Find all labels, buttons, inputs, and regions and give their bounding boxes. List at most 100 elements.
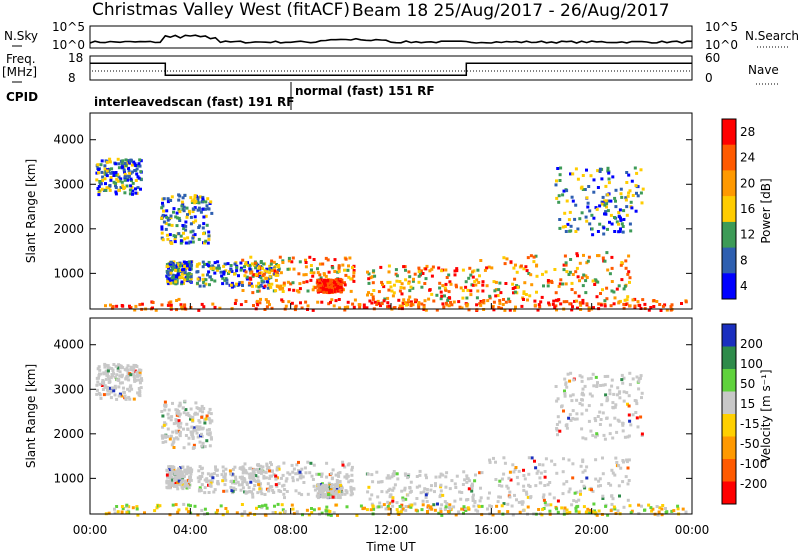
power-echo-cell: [166, 237, 170, 241]
power-echo-cell: [281, 286, 285, 290]
velocity-echo-cell: [264, 476, 268, 480]
velocity-echo-cell: [224, 472, 227, 476]
velocity-echo-cell: [569, 394, 573, 398]
velocity-echo-cell: [460, 507, 464, 511]
velocity-echo-cell: [324, 483, 328, 487]
power-echo-cell: [235, 266, 239, 270]
power-echo-cell: [425, 264, 429, 268]
power-echo-cell: [494, 294, 498, 298]
power-echo-cell: [641, 187, 645, 191]
velocity-echo-cell: [320, 474, 324, 478]
power-echo-cell: [234, 282, 238, 286]
power-echo-cell: [386, 296, 390, 300]
power-echo-cell: [417, 303, 420, 307]
power-echo-cell: [367, 281, 371, 285]
velocity-echo-cell: [266, 482, 270, 486]
velocity-echo-cell: [470, 484, 474, 488]
power-echo-cell: [621, 230, 625, 234]
velocity-echo-cell: [168, 469, 172, 473]
power-echo-cell: [514, 305, 517, 309]
velocity-echo-cell: [172, 422, 176, 426]
velocity-echo-cell: [546, 483, 550, 487]
velocity-echo-cell: [479, 486, 482, 490]
velocity-echo-cell: [161, 414, 165, 418]
power-echo-cell: [161, 201, 164, 205]
velocity-echo-cell: [104, 377, 108, 381]
velocity-echo-cell: [581, 458, 585, 462]
power-echo-cell: [259, 297, 262, 301]
velocity-echo-cell: [658, 506, 662, 510]
velocity-echo-cell: [232, 486, 236, 490]
velocity-echo-cell: [331, 490, 335, 493]
velocity-echo-cell: [243, 470, 246, 474]
power-echo-cell: [574, 203, 578, 207]
velocity-echo-cell: [587, 404, 591, 408]
power-echo-cell: [595, 295, 599, 299]
velocity-echo-cell: [494, 478, 498, 481]
velocity-echo-cell: [126, 364, 130, 368]
power-echo-cell: [246, 264, 250, 267]
velocity-echo-cell: [429, 488, 433, 492]
velocity-echo-cell: [517, 469, 521, 473]
velocity-echo-cell: [183, 484, 187, 488]
power-echo-cell: [619, 187, 623, 191]
power-echo-cell: [402, 301, 406, 305]
velocity-echo-cell: [621, 480, 625, 484]
velocity-echo-cell: [172, 482, 176, 486]
power-echo-cell: [333, 270, 337, 273]
velocity-echo-cell: [581, 398, 584, 402]
power-echo-cell: [402, 298, 406, 302]
power-echo-cell: [586, 201, 590, 205]
velocity-echo-cell: [486, 507, 489, 511]
velocity-echo-cell: [573, 417, 577, 421]
power-echo-cell: [375, 303, 379, 306]
velocity-echo-cell: [256, 469, 260, 473]
power-echo-cell: [624, 266, 628, 270]
power-echo-cell: [611, 175, 615, 179]
velocity-echo-cell: [594, 435, 598, 439]
power-colorbar-frame: [721, 118, 737, 300]
power-echo-cell: [100, 159, 104, 163]
velocity-echo-cell: [422, 490, 426, 494]
power-echo-cell: [277, 269, 280, 272]
power-echo-cell: [373, 274, 377, 278]
power-echo-cell: [193, 195, 197, 199]
velocity-echo-cell: [124, 397, 128, 401]
velocity-echo-cell: [625, 391, 629, 395]
velocity-echo-cell: [558, 420, 562, 424]
velocity-echo-cell: [282, 461, 286, 465]
power-echo-cell: [388, 280, 392, 284]
velocity-echo-cell: [165, 473, 169, 477]
velocity-echo-cell: [607, 482, 611, 485]
power-echo-cell: [409, 300, 413, 304]
power-echo-cell: [554, 298, 558, 302]
power-echo-cell: [202, 222, 206, 226]
power-echo-cell: [291, 281, 295, 285]
velocity-echo-cell: [594, 419, 598, 423]
power-echo-cell: [558, 218, 562, 221]
power-echo-cell: [594, 278, 598, 282]
power-echo-cell: [166, 200, 170, 204]
velocity-echo-cell: [542, 498, 546, 502]
power-y-tick-label: 2000: [53, 222, 84, 236]
velocity-echo-cell: [191, 437, 195, 440]
power-echo-cell: [659, 309, 663, 312]
velocity-echo-cell: [627, 404, 631, 408]
power-echo-cell: [256, 303, 260, 307]
power-echo-cell: [613, 196, 617, 200]
velocity-echo-cell: [355, 513, 359, 517]
power-echo-cell: [296, 289, 299, 293]
power-echo-cell: [559, 278, 563, 282]
velocity-echo-cell: [555, 428, 559, 432]
velocity-echo-cell: [618, 390, 622, 394]
power-echo-cell: [132, 160, 136, 164]
velocity-echo-cell: [444, 485, 448, 489]
power-echo-cell: [622, 218, 626, 221]
velocity-echo-cell: [527, 483, 531, 487]
power-echo-cell: [187, 275, 191, 279]
velocity-echo-cell: [177, 425, 181, 429]
power-echo-cell: [558, 226, 562, 230]
power-echo-cell: [117, 188, 121, 192]
velocity-echo-cell: [617, 484, 621, 488]
velocity-echo-cell: [371, 504, 375, 508]
